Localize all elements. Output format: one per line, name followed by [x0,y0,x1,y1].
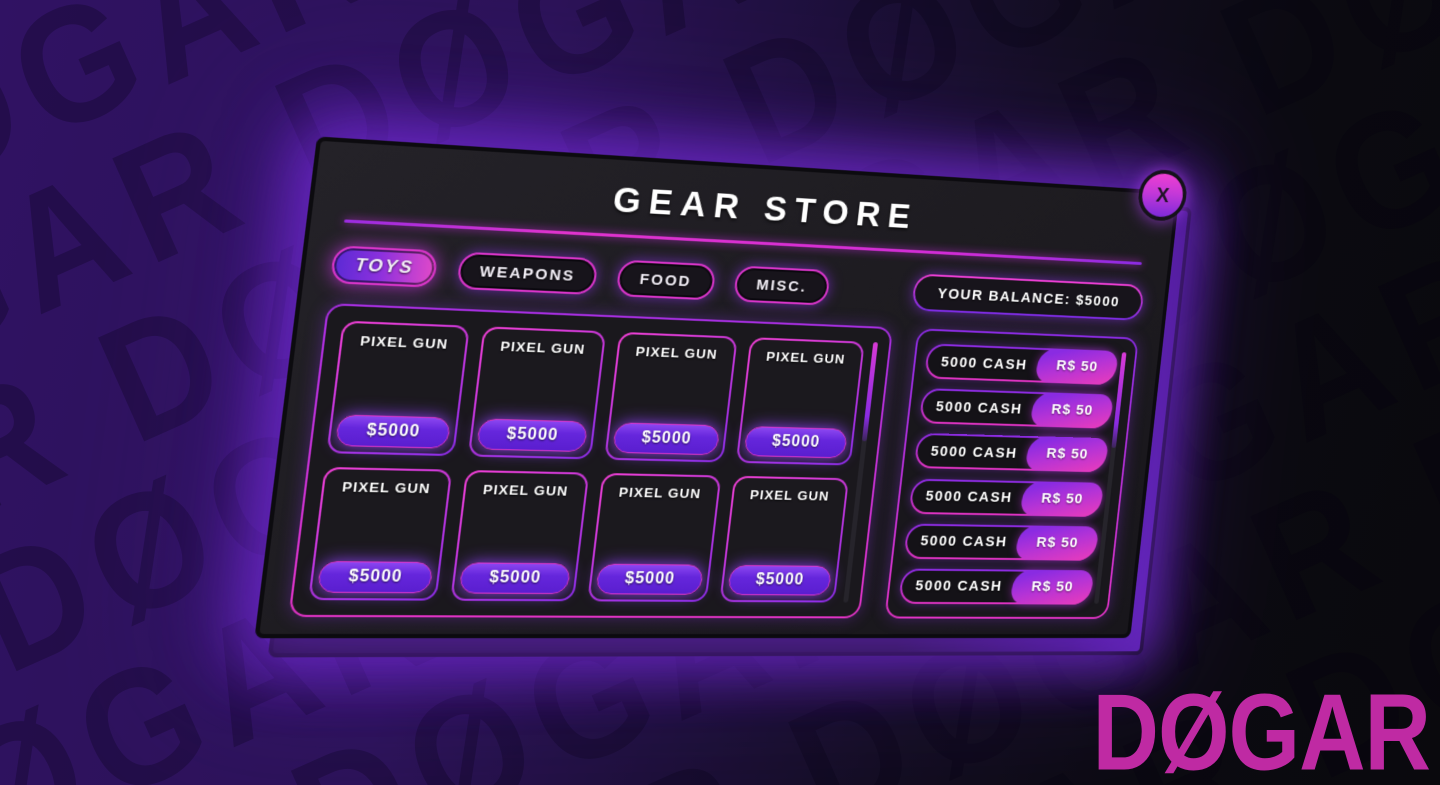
balance-label: YOUR BALANCE: $5000 [937,285,1121,310]
gear-store-panel: GEAR STORE TOYS WEAPONS FOO [254,136,1179,638]
shop-item-card[interactable]: PIXEL GUN $5000 [719,476,849,603]
shop-item-card[interactable]: PIXEL GUN $5000 [736,337,865,465]
item-buy-button[interactable]: $5000 [743,426,847,458]
robux-price-label: R$ 50 [1050,401,1094,419]
cash-pack-button[interactable]: 5000 CASH R$ 50 [909,478,1102,516]
cash-pack-label: 5000 CASH [920,533,1009,551]
robux-price-badge: R$ 50 [1013,525,1101,560]
item-price-label: $5000 [641,429,693,448]
item-buy-button[interactable]: $5000 [317,561,434,593]
robux-price-label: R$ 50 [1035,534,1079,552]
item-price-label: $5000 [506,425,560,445]
robux-price-badge: R$ 50 [1008,570,1096,605]
page-title: GEAR STORE [339,163,1152,250]
item-buy-button[interactable]: $5000 [612,422,720,455]
robux-price-label: R$ 50 [1055,357,1099,376]
shop-item-card[interactable]: PIXEL GUN $5000 [587,473,721,602]
balance-display: YOUR BALANCE: $5000 [911,273,1144,320]
item-price-label: $5000 [624,570,676,589]
shop-item-card[interactable]: PIXEL GUN $5000 [308,467,452,601]
robux-price-badge: R$ 50 [1018,481,1106,517]
robux-price-label: R$ 50 [1040,490,1084,508]
robux-price-badge: R$ 50 [1028,392,1116,429]
robux-price-label: R$ 50 [1045,446,1089,464]
cash-container: 5000 CASH R$ 50 5000 CASH R$ 50 [884,328,1138,619]
cash-list: 5000 CASH R$ 50 5000 CASH R$ 50 [898,343,1116,604]
tab-category[interactable]: TOYS [330,245,439,288]
tab-label: WEAPONS [479,262,577,284]
shop-item-card[interactable]: PIXEL GUN $5000 [468,326,606,459]
robux-price-badge: R$ 50 [1033,348,1120,385]
dogar-logo: DØGAR [1093,678,1430,785]
store-window: GEAR STORE TOYS WEAPONS FOO [254,136,1179,638]
cash-pack-label: 5000 CASH [935,398,1023,417]
item-price-label: $5000 [771,433,821,452]
items-scrollbar-thumb[interactable] [862,342,878,441]
screen-background: DØGAR DØGAR DØGAR DØGAR DØGAR DØGAR DØGA… [0,0,1440,785]
item-price-label: $5000 [366,422,422,442]
items-grid: PIXEL GUN $5000 PIXEL GUN $5000 [308,321,861,603]
tab-bar: TOYS WEAPONS FOOD MISC. [330,245,830,305]
tab-category[interactable]: MISC. [732,265,830,305]
cash-pack-button[interactable]: 5000 CASH R$ 50 [919,388,1111,429]
cash-pack-button[interactable]: 5000 CASH R$ 50 [914,433,1106,472]
item-price-label: $5000 [755,571,805,589]
items-container: PIXEL GUN $5000 PIXEL GUN $5000 [288,303,893,618]
tab-label: FOOD [639,270,693,290]
content-area: PIXEL GUN $5000 PIXEL GUN $5000 [288,303,1138,619]
cash-pack-label: 5000 CASH [940,353,1028,373]
shop-item-card[interactable]: PIXEL GUN $5000 [604,332,738,463]
item-price-label: $5000 [488,569,542,588]
tab-label: MISC. [755,276,807,295]
cash-pack-label: 5000 CASH [914,578,1003,595]
cash-pack-label: 5000 CASH [930,443,1018,462]
item-buy-button[interactable]: $5000 [459,562,572,594]
cash-pack-button[interactable]: 5000 CASH R$ 50 [924,343,1116,385]
robux-price-badge: R$ 50 [1023,436,1111,472]
item-buy-button[interactable]: $5000 [727,565,832,596]
cash-pack-button[interactable]: 5000 CASH R$ 50 [898,568,1091,604]
item-buy-button[interactable]: $5000 [335,414,451,448]
item-buy-button[interactable]: $5000 [476,418,588,452]
cash-pack-label: 5000 CASH [925,488,1013,506]
robux-price-label: R$ 50 [1030,578,1074,596]
close-icon: X [1155,183,1171,208]
tab-category[interactable]: WEAPONS [456,252,598,295]
shop-item-card[interactable]: PIXEL GUN $5000 [326,321,470,457]
item-buy-button[interactable]: $5000 [595,564,704,595]
tab-category[interactable]: FOOD [615,260,716,301]
tab-label: TOYS [354,255,415,279]
cash-pack-button[interactable]: 5000 CASH R$ 50 [903,523,1096,560]
shop-item-card[interactable]: PIXEL GUN $5000 [450,470,589,601]
item-price-label: $5000 [347,568,403,587]
